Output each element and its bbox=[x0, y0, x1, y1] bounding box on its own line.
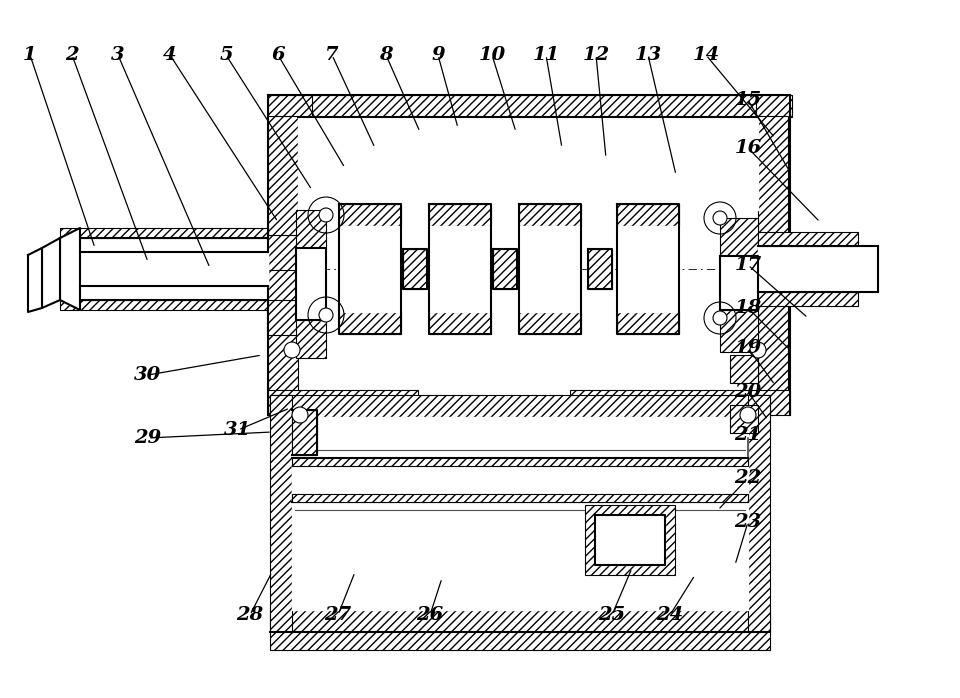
Circle shape bbox=[284, 342, 300, 358]
Polygon shape bbox=[60, 238, 268, 300]
Text: 29: 29 bbox=[134, 429, 161, 447]
Polygon shape bbox=[429, 312, 491, 334]
Polygon shape bbox=[519, 312, 581, 334]
Circle shape bbox=[740, 407, 756, 423]
Text: 24: 24 bbox=[657, 606, 684, 624]
Text: 25: 25 bbox=[598, 606, 626, 624]
Polygon shape bbox=[292, 494, 748, 502]
Circle shape bbox=[750, 342, 766, 358]
Polygon shape bbox=[296, 248, 326, 320]
Polygon shape bbox=[720, 256, 758, 310]
Text: 15: 15 bbox=[734, 91, 761, 109]
Circle shape bbox=[319, 208, 333, 222]
Polygon shape bbox=[292, 458, 748, 502]
Polygon shape bbox=[267, 300, 302, 335]
Polygon shape bbox=[270, 632, 770, 650]
Text: 23: 23 bbox=[734, 513, 761, 531]
Polygon shape bbox=[756, 95, 792, 117]
Polygon shape bbox=[60, 228, 268, 238]
Text: 10: 10 bbox=[478, 46, 506, 64]
Polygon shape bbox=[270, 395, 292, 632]
Text: 16: 16 bbox=[734, 139, 761, 157]
Polygon shape bbox=[429, 204, 491, 226]
Polygon shape bbox=[292, 458, 748, 466]
Polygon shape bbox=[758, 246, 878, 292]
Polygon shape bbox=[292, 410, 317, 455]
Polygon shape bbox=[730, 355, 758, 383]
Text: 17: 17 bbox=[734, 256, 761, 274]
Text: 9: 9 bbox=[431, 46, 444, 64]
Polygon shape bbox=[570, 390, 790, 415]
Text: 21: 21 bbox=[734, 426, 761, 444]
Polygon shape bbox=[268, 390, 418, 415]
Polygon shape bbox=[617, 226, 679, 312]
Text: 7: 7 bbox=[325, 46, 339, 64]
Polygon shape bbox=[268, 95, 312, 117]
Text: 2: 2 bbox=[65, 46, 79, 64]
Polygon shape bbox=[758, 232, 858, 246]
Text: 30: 30 bbox=[134, 366, 161, 384]
Polygon shape bbox=[585, 505, 675, 575]
Polygon shape bbox=[519, 204, 581, 226]
Polygon shape bbox=[730, 405, 758, 433]
Text: 13: 13 bbox=[635, 46, 661, 64]
Polygon shape bbox=[80, 252, 268, 286]
Polygon shape bbox=[429, 226, 491, 312]
Text: 28: 28 bbox=[236, 606, 264, 624]
Text: 26: 26 bbox=[417, 606, 444, 624]
Text: 31: 31 bbox=[225, 421, 252, 439]
Polygon shape bbox=[720, 310, 758, 352]
Text: 12: 12 bbox=[583, 46, 610, 64]
Polygon shape bbox=[758, 292, 858, 306]
Polygon shape bbox=[310, 95, 790, 117]
Polygon shape bbox=[268, 116, 298, 396]
Text: 3: 3 bbox=[111, 46, 125, 64]
Text: 5: 5 bbox=[219, 46, 233, 64]
Text: 20: 20 bbox=[734, 383, 761, 401]
Polygon shape bbox=[748, 395, 770, 632]
Polygon shape bbox=[298, 117, 758, 210]
Polygon shape bbox=[519, 226, 581, 312]
Text: 4: 4 bbox=[163, 46, 177, 64]
Polygon shape bbox=[493, 249, 517, 289]
Text: 6: 6 bbox=[271, 46, 285, 64]
Polygon shape bbox=[42, 238, 60, 308]
Polygon shape bbox=[339, 312, 401, 334]
Polygon shape bbox=[28, 248, 42, 312]
Text: 19: 19 bbox=[734, 339, 761, 357]
Text: 27: 27 bbox=[324, 606, 351, 624]
Text: 8: 8 bbox=[379, 46, 393, 64]
Polygon shape bbox=[588, 249, 612, 289]
Polygon shape bbox=[296, 210, 326, 248]
Polygon shape bbox=[617, 312, 679, 334]
Circle shape bbox=[319, 308, 333, 322]
Polygon shape bbox=[292, 417, 748, 610]
Polygon shape bbox=[60, 300, 268, 310]
Polygon shape bbox=[270, 610, 770, 632]
Polygon shape bbox=[339, 204, 401, 226]
Polygon shape bbox=[720, 218, 758, 256]
Polygon shape bbox=[595, 515, 665, 565]
Text: 14: 14 bbox=[692, 46, 720, 64]
Polygon shape bbox=[403, 249, 427, 289]
Polygon shape bbox=[60, 228, 80, 310]
Polygon shape bbox=[267, 235, 302, 270]
Text: 22: 22 bbox=[734, 469, 761, 487]
Polygon shape bbox=[617, 204, 679, 226]
Circle shape bbox=[713, 311, 727, 325]
Polygon shape bbox=[270, 395, 770, 417]
Text: 11: 11 bbox=[533, 46, 560, 64]
Text: 1: 1 bbox=[23, 46, 36, 64]
Polygon shape bbox=[758, 116, 788, 396]
Circle shape bbox=[713, 211, 727, 225]
Polygon shape bbox=[339, 226, 401, 312]
Circle shape bbox=[292, 407, 308, 423]
Text: 18: 18 bbox=[734, 299, 761, 317]
Polygon shape bbox=[296, 320, 326, 358]
